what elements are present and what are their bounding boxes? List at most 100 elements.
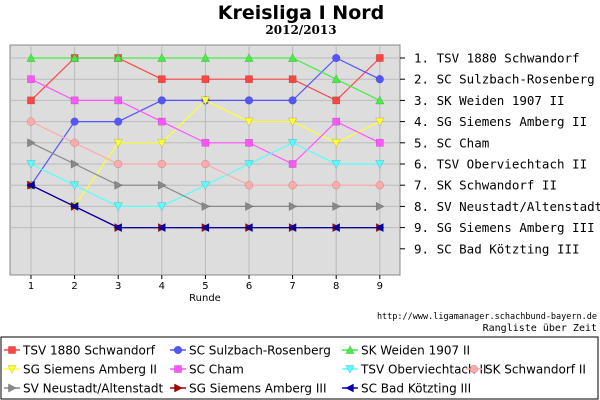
legend-label: SG Siemens Amberg II: [23, 363, 157, 377]
data-point: [201, 138, 210, 147]
data-point: [244, 181, 254, 190]
data-point: [287, 53, 298, 62]
data-point: [244, 53, 254, 62]
legend-label: SC Bad Kötzting III: [361, 382, 471, 396]
data-point: [27, 75, 35, 84]
data-point: [287, 138, 298, 148]
data-point: [331, 160, 341, 169]
data-point: [157, 53, 167, 62]
data-point: [26, 180, 35, 190]
data-point: [69, 181, 80, 191]
rank-labels: 1. TSV 1880 Schwandorf 2. SC Sulzbach-Ros…: [400, 51, 600, 256]
data-point: [114, 159, 123, 169]
legend-item: SC Bad Kötzting III: [342, 382, 471, 396]
data-point: [201, 75, 210, 84]
data-point: [245, 75, 253, 84]
legend-label: SG Siemens Amberg III: [189, 382, 326, 396]
data-point: [156, 222, 166, 233]
data-point: [157, 159, 166, 169]
data-point: [288, 75, 297, 84]
data-point: [113, 202, 123, 212]
rank-label: 3. SK Weiden 1907 II: [414, 93, 565, 108]
data-point: [332, 117, 341, 126]
chart-subtitle: 2012/2013: [265, 23, 336, 37]
legend-marker: [174, 365, 182, 373]
data-point: [200, 53, 211, 62]
data-point: [69, 53, 80, 62]
x-tick-label: 9: [377, 281, 383, 292]
rank-label: 9. SG Siemens Amberg III: [414, 220, 595, 235]
data-point: [70, 96, 79, 105]
footer-caption: Rangliste über Zeit: [483, 323, 597, 334]
data-point: [114, 96, 123, 105]
data-point: [113, 53, 123, 62]
data-point: [27, 138, 36, 148]
data-point: [26, 53, 36, 62]
data-point: [375, 181, 384, 190]
data-point: [200, 96, 211, 106]
legend-box: [0, 336, 599, 400]
data-point: [375, 138, 384, 147]
data-point: [331, 74, 341, 84]
data-point: [114, 180, 124, 190]
data-point: [157, 117, 166, 126]
data-point: [114, 117, 123, 126]
x-tick-label: 4: [159, 281, 165, 292]
source-url: http://www.ligamanager.schachbund-bayern…: [377, 312, 597, 322]
data-point: [157, 75, 166, 84]
x-tick-label: 5: [202, 281, 208, 292]
data-point: [244, 96, 254, 105]
legend-item: SG Siemens Amberg II: [4, 363, 157, 377]
legend-marker: [345, 365, 355, 374]
data-point: [244, 117, 254, 127]
data-point: [70, 117, 79, 126]
legend-marker: [469, 364, 479, 374]
legend-label: TSV 1880 Schwandorf: [22, 344, 156, 358]
rank-label: 6. TSV Oberviechtach II: [414, 157, 587, 172]
data-point: [331, 222, 341, 233]
rank-label: 4. SG Siemens Amberg II: [414, 114, 587, 129]
x-axis-label: Runde: [189, 293, 221, 304]
rank-label: 2. SC Sulzbach-Rosenberg: [414, 72, 595, 87]
data-point: [69, 201, 79, 212]
series-sc-bad-k-tzting-iii: [26, 180, 384, 233]
x-tick-label: 8: [333, 281, 339, 292]
data-point: [157, 138, 167, 148]
data-point: [287, 117, 298, 127]
data-point: [201, 201, 211, 212]
data-point: [288, 160, 297, 168]
legend-item: SK Weiden 1907 II: [342, 344, 470, 358]
x-tick-label: 6: [246, 281, 252, 292]
data-point: [200, 181, 211, 191]
data-point: [287, 222, 297, 233]
data-point: [113, 138, 123, 148]
data-point: [157, 180, 167, 190]
legend-item: SK Schwandorf II: [466, 363, 586, 377]
legend-item: SG Siemens Amberg III: [170, 382, 326, 396]
legend-label: SV Neustadt/Altenstadt: [23, 382, 163, 396]
legend-label: SC Sulzbach-Rosenberg: [189, 344, 331, 358]
legend-label: SK Weiden 1907 II: [361, 344, 470, 358]
data-point: [332, 201, 342, 212]
legend-item: SV Neustadt/Altenstadt: [4, 382, 163, 396]
data-point: [332, 96, 341, 105]
series-group: [26, 53, 385, 233]
data-point: [331, 138, 341, 148]
data-point: [26, 160, 36, 169]
legend-marker: [8, 383, 17, 393]
data-point: [201, 159, 210, 169]
rank-label: 7. SK Schwandorf II: [414, 178, 557, 193]
x-ticks: 1 2 3 4 5 6 7 8 9: [28, 275, 383, 292]
data-point: [27, 96, 35, 105]
data-point: [375, 117, 385, 127]
data-point: [375, 54, 384, 62]
legend-marker: [345, 383, 354, 393]
data-point: [288, 181, 297, 190]
data-point: [70, 138, 79, 147]
legend-label: SK Schwandorf II: [485, 363, 586, 377]
legend-label: SC Cham: [189, 363, 244, 377]
data-point: [245, 201, 254, 212]
data-point: [374, 222, 384, 233]
data-point: [245, 138, 253, 147]
